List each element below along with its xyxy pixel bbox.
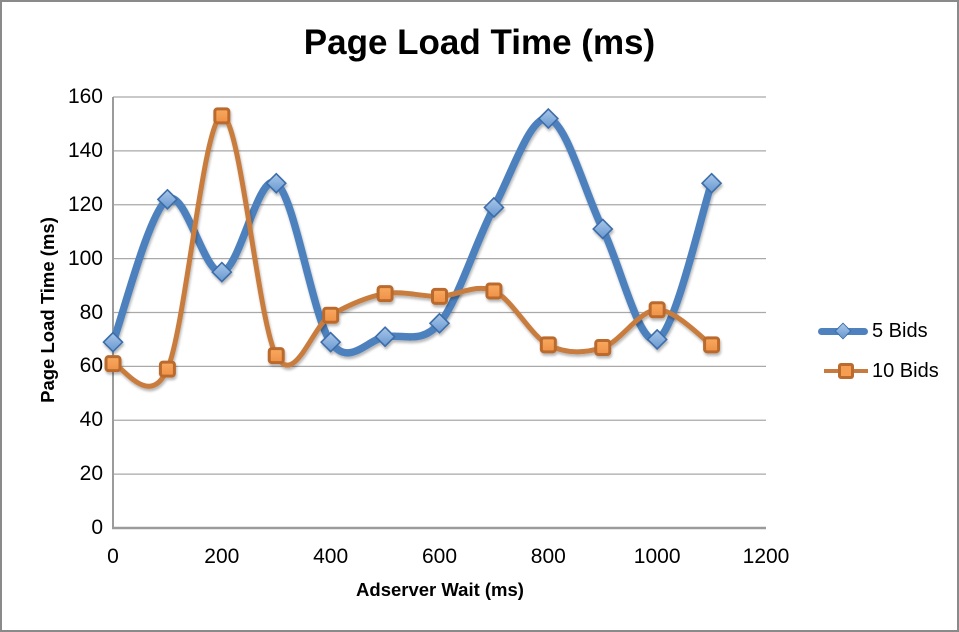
x-tick-label: 1200 bbox=[742, 545, 790, 568]
data-point-marker bbox=[646, 328, 668, 351]
x-tick-label: 0 bbox=[107, 545, 119, 568]
legend-marker-10-bids-icon bbox=[824, 356, 868, 386]
y-tick-label: 60 bbox=[79, 354, 103, 378]
data-point-marker bbox=[267, 347, 285, 365]
legend: 5 Bids 10 Bids bbox=[818, 316, 939, 386]
data-point-marker bbox=[320, 331, 342, 353]
x-tick-label: 200 bbox=[204, 545, 240, 568]
x-tick-label: 400 bbox=[313, 545, 349, 568]
square-marker-icon bbox=[838, 363, 854, 379]
data-point-marker bbox=[539, 336, 557, 354]
y-tick-label: 100 bbox=[67, 246, 103, 270]
series-10-bids bbox=[104, 107, 721, 389]
x-tick-label: 1000 bbox=[633, 545, 681, 568]
legend-item-10-bids[interactable]: 10 Bids bbox=[818, 356, 939, 386]
y-tick-label: 40 bbox=[79, 408, 103, 432]
legend-marker-5-bids-icon bbox=[818, 316, 868, 346]
data-point-marker bbox=[213, 107, 231, 125]
data-point-marker bbox=[483, 196, 505, 219]
y-tick-label: 140 bbox=[67, 138, 103, 162]
data-point-marker bbox=[102, 331, 124, 353]
data-point-marker bbox=[156, 188, 179, 210]
y-tick-label: 80 bbox=[79, 300, 103, 324]
series-5-bids bbox=[102, 107, 723, 357]
diamond-marker-icon bbox=[834, 322, 852, 340]
data-point-marker bbox=[374, 326, 396, 348]
y-tick-label: 0 bbox=[91, 516, 103, 539]
legend-label-10-bids: 10 Bids bbox=[872, 359, 939, 382]
data-point-marker bbox=[376, 285, 394, 303]
data-point-marker bbox=[104, 355, 122, 373]
data-point-marker bbox=[428, 312, 451, 334]
legend-label-5-bids: 5 Bids bbox=[872, 319, 928, 342]
y-tick-label: 160 bbox=[67, 85, 103, 108]
y-tick-label: 20 bbox=[79, 462, 103, 486]
data-point-marker bbox=[322, 306, 340, 324]
data-point-marker bbox=[537, 107, 559, 130]
data-point-marker bbox=[594, 339, 612, 357]
data-point-marker bbox=[265, 172, 287, 194]
data-point-marker bbox=[211, 261, 233, 283]
y-tick-label: 120 bbox=[67, 192, 103, 216]
data-point-marker bbox=[703, 336, 721, 354]
data-point-marker bbox=[648, 301, 666, 319]
series-line bbox=[109, 114, 716, 357]
x-axis-title: Adserver Wait (ms) bbox=[356, 579, 524, 600]
data-point-marker bbox=[158, 360, 176, 378]
chart-title: Page Load Time (ms) bbox=[303, 23, 656, 62]
legend-item-5-bids[interactable]: 5 Bids bbox=[818, 316, 939, 346]
x-tick-label: 600 bbox=[421, 545, 458, 568]
data-point-marker bbox=[592, 218, 614, 240]
data-point-marker bbox=[700, 172, 723, 194]
data-point-marker bbox=[431, 287, 448, 305]
data-point-marker bbox=[485, 282, 503, 300]
x-tick-label: 800 bbox=[530, 545, 566, 568]
